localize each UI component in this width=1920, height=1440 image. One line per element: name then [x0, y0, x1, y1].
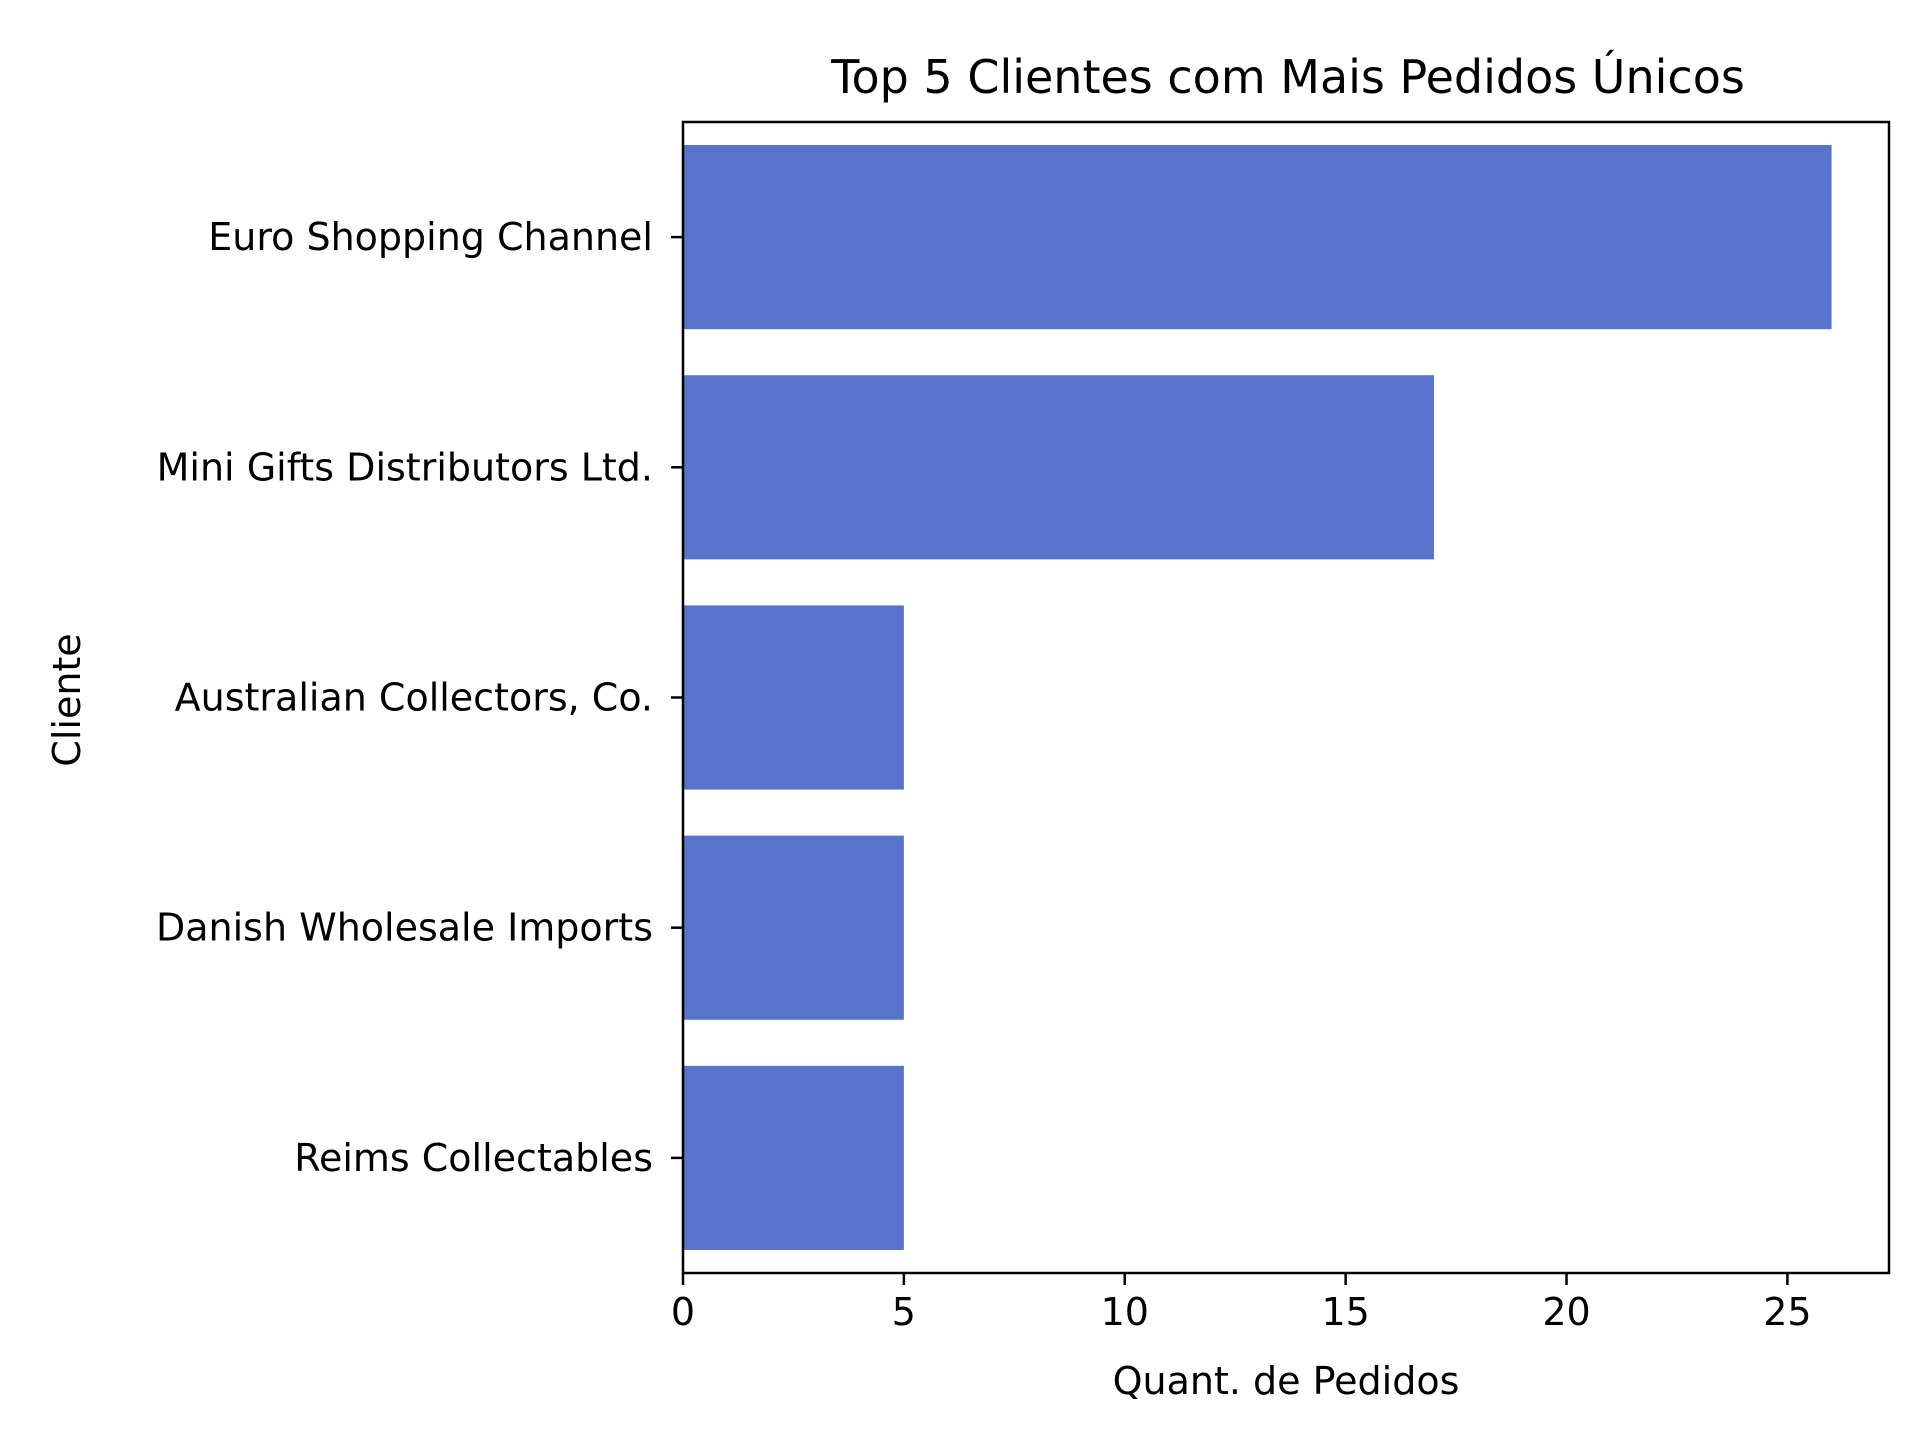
- y-tick-label: Danish Wholesale Imports: [156, 906, 653, 950]
- bar: [683, 375, 1434, 560]
- x-tick-label: 0: [671, 1290, 695, 1334]
- bars-layer: [683, 145, 1832, 1250]
- y-tick-label: Mini Gifts Distributors Ltd.: [157, 445, 653, 489]
- bar: [683, 605, 904, 790]
- y-tick-label: Reims Collectables: [294, 1136, 653, 1180]
- x-axis: 0 5 10 15 20 25: [671, 1273, 1812, 1334]
- x-tick-label: 15: [1321, 1290, 1369, 1334]
- y-tick-label: Euro Shopping Channel: [208, 215, 653, 259]
- y-tick-label: Australian Collectors, Co.: [175, 676, 653, 720]
- x-tick-label: 5: [892, 1290, 916, 1334]
- bar: [683, 145, 1832, 330]
- x-tick-label: 20: [1542, 1290, 1590, 1334]
- bar: [683, 1065, 904, 1250]
- bar: [683, 835, 904, 1020]
- x-axis-label: Quant. de Pedidos: [1113, 1359, 1460, 1403]
- x-tick-label: 10: [1101, 1290, 1149, 1334]
- chart-title: Top 5 Clientes com Mais Pedidos Únicos: [830, 50, 1745, 104]
- y-axis: Euro Shopping Channel Mini Gifts Distribu…: [156, 215, 683, 1180]
- y-axis-label: Cliente: [45, 633, 89, 766]
- x-tick-label: 25: [1763, 1290, 1811, 1334]
